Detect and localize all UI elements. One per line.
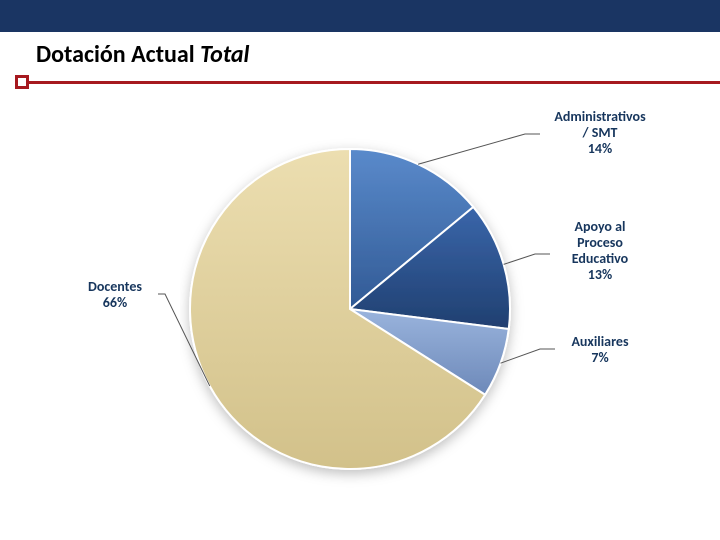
label-administrativos: Administrativos / SMT 14%: [540, 109, 660, 157]
title-plain: Dotación Actual: [36, 40, 200, 69]
label-line: Docentes: [70, 279, 160, 295]
title-italic: Total: [200, 40, 249, 69]
label-auxiliares: Auxiliares 7%: [555, 334, 645, 366]
leader-aux: [501, 349, 555, 363]
leader-apoyo: [504, 254, 550, 264]
label-line: Administrativos: [540, 109, 660, 125]
leader-doc: [158, 294, 210, 386]
label-percent: 14%: [540, 141, 660, 157]
accent-square: [15, 75, 29, 89]
title-row: Dotación Actual Total: [0, 32, 720, 69]
label-line: Auxiliares: [555, 334, 645, 350]
page-title: Dotación Actual Total: [36, 40, 249, 69]
chart-area: Administrativos / SMT 14% Apoyo al Proce…: [0, 89, 720, 529]
label-line: Educativo: [550, 251, 650, 267]
label-percent: 7%: [555, 350, 645, 366]
label-apoyo: Apoyo al Proceso Educativo 13%: [550, 219, 650, 283]
header-bar: [0, 0, 720, 32]
label-line: Apoyo al: [550, 219, 650, 235]
accent-line: [22, 81, 720, 84]
label-percent: 13%: [550, 267, 650, 283]
leader-admin: [418, 134, 540, 164]
label-line: Proceso: [550, 235, 650, 251]
label-percent: 66%: [70, 295, 160, 311]
label-line: / SMT: [540, 125, 660, 141]
accent-line-wrap: [0, 75, 720, 89]
label-docentes: Docentes 66%: [70, 279, 160, 311]
